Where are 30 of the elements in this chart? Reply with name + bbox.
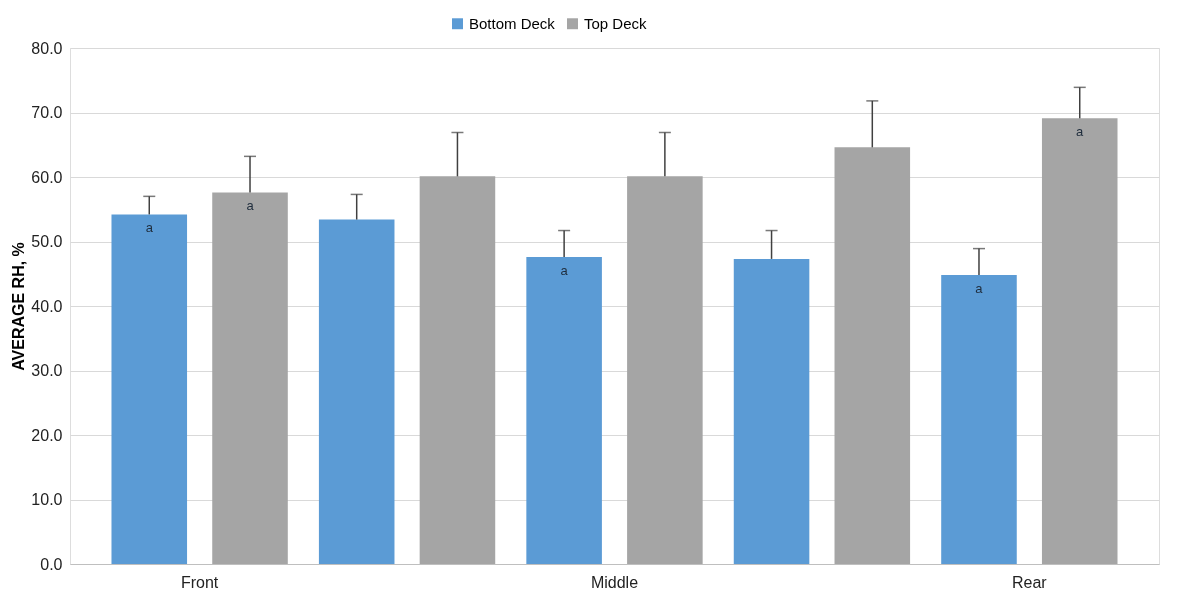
y-tick-label: 60.0: [31, 168, 63, 186]
bar: [212, 192, 288, 564]
y-tick-label: 20.0: [31, 426, 63, 444]
x-tick-label: Front: [180, 573, 219, 591]
legend-label: Top Deck: [584, 14, 648, 32]
y-tick-label: 30.0: [31, 362, 63, 379]
bar: [1041, 118, 1118, 564]
bar: [526, 256, 602, 564]
x-tick-label: Middle: [590, 573, 639, 591]
bar: [318, 219, 395, 564]
bar: [733, 258, 810, 564]
legend-label: Bottom Deck: [469, 14, 556, 32]
bar: [419, 176, 496, 564]
data-label: a: [145, 220, 154, 236]
bar: [834, 147, 911, 564]
data-label: a: [1076, 124, 1085, 140]
data-label: a: [560, 262, 569, 278]
bar: [111, 214, 188, 564]
y-tick-label: 0.0: [40, 555, 63, 573]
bar: [941, 275, 1017, 564]
x-tick-label: Rear: [1012, 573, 1048, 591]
bar: [627, 176, 703, 564]
y-tick-label: 80.0: [31, 39, 63, 57]
y-tick-label: 40.0: [31, 297, 63, 315]
y-tick-label: 70.0: [31, 104, 63, 121]
y-tick-label: 50.0: [31, 233, 63, 250]
data-label: a: [975, 281, 984, 297]
y-axis-title: AVERAGE RH, %: [10, 242, 28, 371]
y-tick-label: 10.0: [31, 491, 63, 508]
data-label: a: [246, 198, 255, 214]
